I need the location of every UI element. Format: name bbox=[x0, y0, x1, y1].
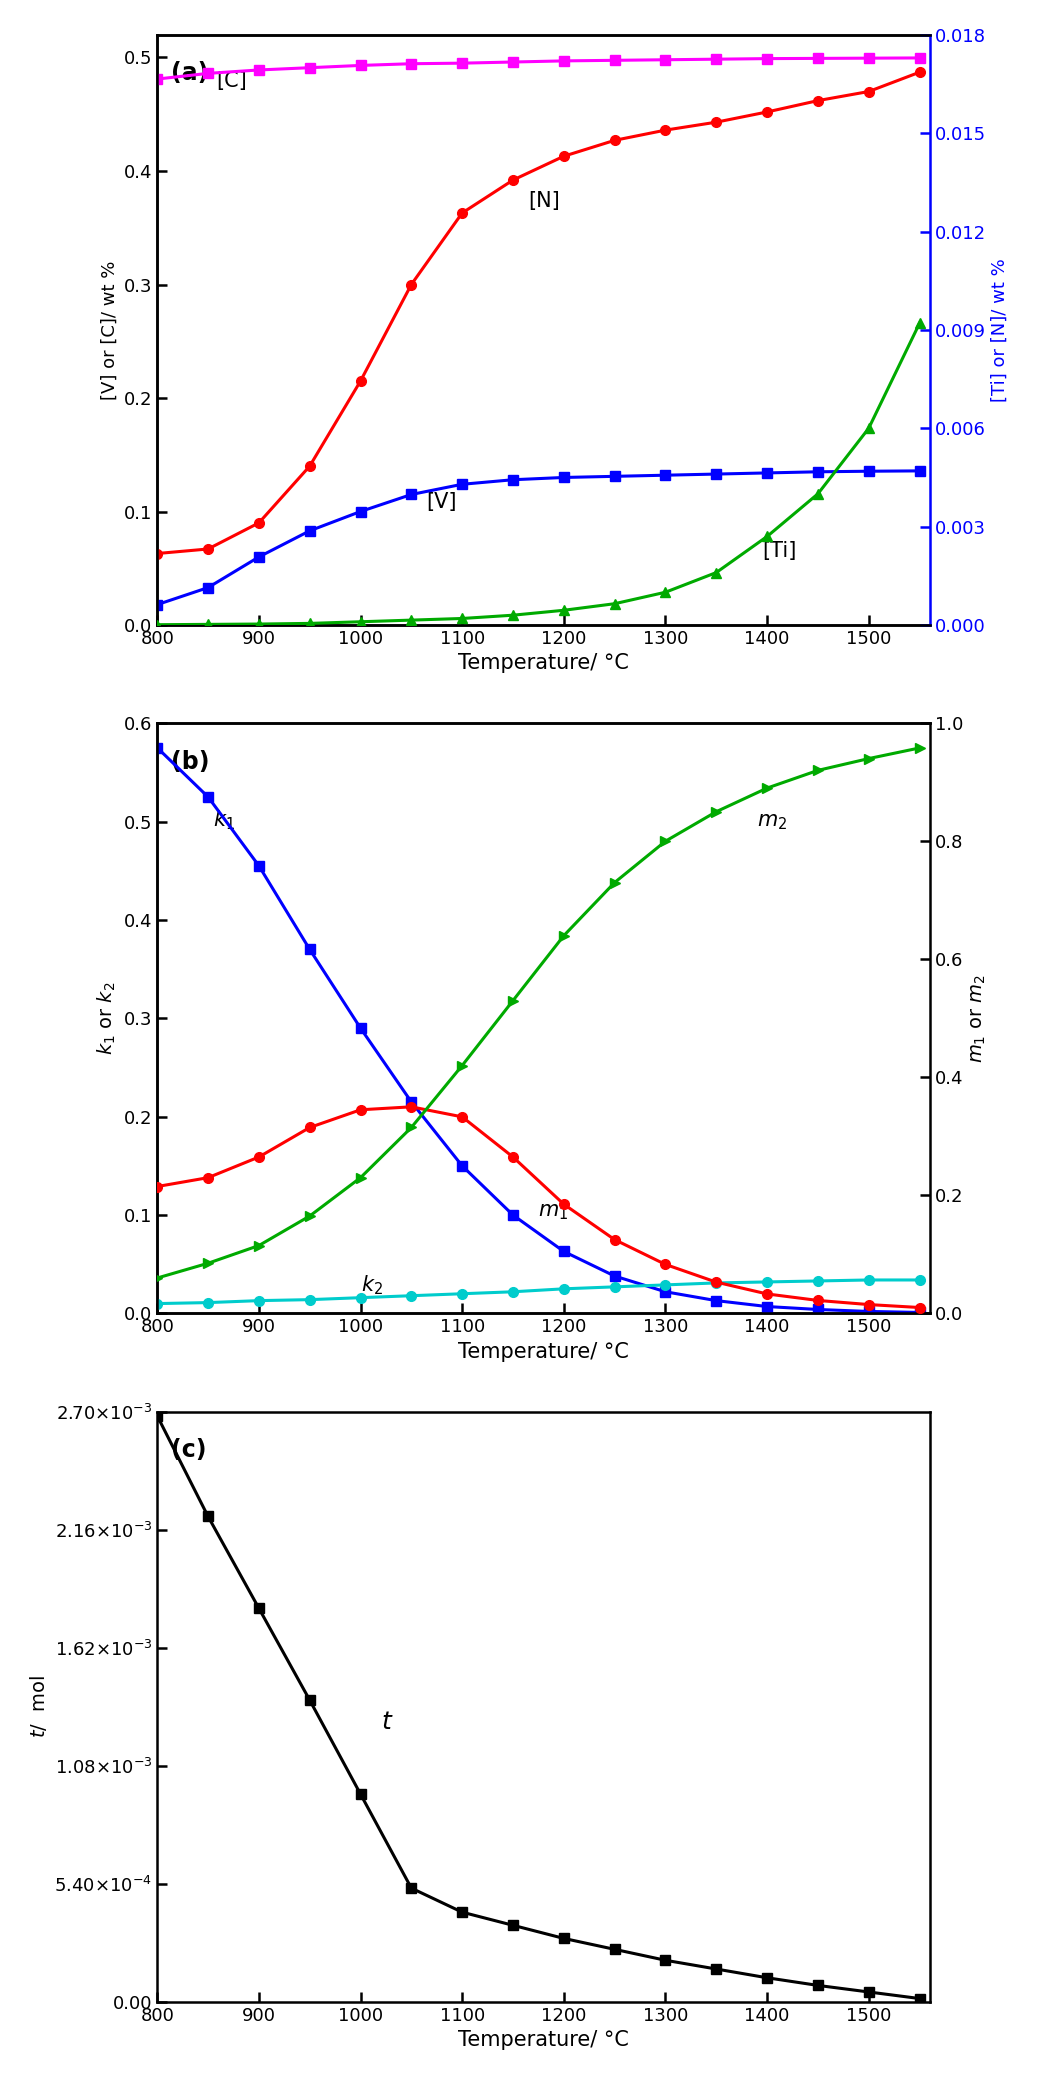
X-axis label: Temperature/ °C: Temperature/ °C bbox=[458, 652, 628, 673]
Text: (c): (c) bbox=[171, 1438, 206, 1463]
Y-axis label: [V] or [C]/ wt %: [V] or [C]/ wt % bbox=[101, 260, 118, 399]
Y-axis label: $m_1$ or $m_2$: $m_1$ or $m_2$ bbox=[969, 975, 987, 1062]
Text: $k_2$: $k_2$ bbox=[361, 1274, 383, 1297]
Text: [V]: [V] bbox=[426, 492, 457, 511]
Text: (b): (b) bbox=[171, 750, 209, 773]
Text: (a): (a) bbox=[171, 62, 208, 85]
Text: $k_1$: $k_1$ bbox=[214, 808, 235, 831]
X-axis label: Temperature/ °C: Temperature/ °C bbox=[458, 2030, 628, 2051]
Text: [C]: [C] bbox=[216, 71, 247, 91]
Text: [N]: [N] bbox=[528, 191, 560, 212]
Y-axis label: $k_1$ or $k_2$: $k_1$ or $k_2$ bbox=[96, 981, 118, 1056]
X-axis label: Temperature/ °C: Temperature/ °C bbox=[458, 1342, 628, 1361]
Text: [Ti]: [Ti] bbox=[762, 540, 796, 561]
Text: $m_1$: $m_1$ bbox=[538, 1201, 568, 1222]
Text: $t$: $t$ bbox=[381, 1710, 393, 1733]
Y-axis label: [Ti] or [N]/ wt %: [Ti] or [N]/ wt % bbox=[991, 258, 1009, 401]
Text: $m_2$: $m_2$ bbox=[757, 812, 787, 831]
Y-axis label: $t$/  mol: $t$/ mol bbox=[28, 1675, 49, 1739]
